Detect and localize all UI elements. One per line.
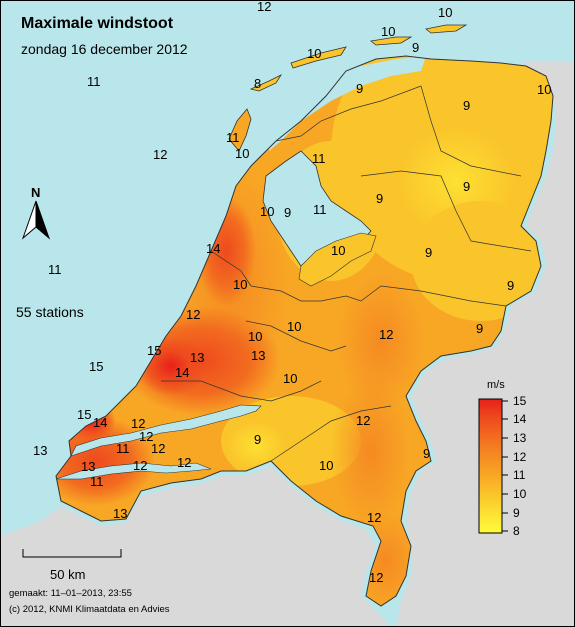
- made-label: gemaakt: 11–01–2013, 23:55: [9, 588, 132, 599]
- station-value: 11: [312, 151, 326, 166]
- western-scheldt: [55, 462, 212, 480]
- legend-color-bar: [478, 398, 503, 534]
- station-value: 12: [186, 307, 200, 322]
- stations-count: 55 stations: [16, 304, 84, 320]
- station-value: 9: [412, 40, 419, 55]
- station-value: 9: [356, 81, 363, 96]
- station-value: 10: [537, 82, 551, 97]
- legend-label: 11: [513, 468, 526, 482]
- flevoland: [298, 232, 377, 287]
- station-value: 10: [235, 146, 249, 161]
- station-value: 10: [438, 5, 452, 20]
- wadden-island-schiermonnikoog: [425, 24, 468, 34]
- station-value: 11: [116, 441, 130, 456]
- station-value: 15: [147, 343, 161, 358]
- germany-land: [396, 61, 574, 626]
- station-value: 9: [476, 321, 483, 336]
- station-value: 11: [90, 474, 104, 489]
- station-value: 11: [313, 202, 327, 217]
- station-value: 10: [248, 329, 262, 344]
- station-value: 11: [87, 74, 101, 89]
- station-value: 12: [356, 413, 370, 428]
- wadden-sea: [266, 56, 426, 151]
- station-value: 12: [369, 570, 383, 585]
- station-value: 11: [48, 262, 62, 277]
- station-value: 12: [153, 147, 167, 162]
- legend-unit: m/s: [487, 379, 505, 391]
- station-value: 9: [376, 191, 383, 206]
- station-value: 12: [131, 416, 145, 431]
- station-value: 9: [284, 205, 291, 220]
- station-value: 9: [423, 446, 430, 461]
- station-value: 14: [175, 365, 189, 380]
- scale-label: 50 km: [50, 567, 86, 582]
- station-values: 12 10 10 9 11 8 10 9 10 11 9 11 10 12 9 …: [33, 1, 551, 585]
- station-value: 9: [254, 432, 261, 447]
- station-value: 13: [113, 506, 127, 521]
- station-value: 10: [381, 24, 395, 39]
- legend-label: 10: [513, 487, 527, 501]
- legend-ticks: [502, 400, 508, 532]
- station-value: 11: [226, 130, 240, 145]
- station-value: 12: [139, 429, 153, 444]
- wadden-island-ameland: [370, 36, 413, 46]
- netherlands-outline: [55, 55, 554, 607]
- station-value: 13: [190, 350, 204, 365]
- province-borders: [161, 85, 532, 462]
- station-value: 14: [206, 241, 220, 256]
- legend-label: 12: [513, 450, 527, 464]
- station-value: 14: [93, 415, 107, 430]
- wadden-island-texel: [228, 108, 252, 152]
- legend-label: 14: [513, 412, 527, 426]
- station-value: 9: [425, 245, 432, 260]
- north-arrow: [21, 200, 51, 240]
- station-value: 10: [307, 46, 321, 61]
- station-value: 9: [463, 179, 470, 194]
- station-value: 12: [133, 458, 147, 473]
- station-value: 13: [251, 348, 265, 363]
- copyright-label: (c) 2012, KNMI Klimaatdata en Advies: [9, 604, 170, 615]
- legend-label: 13: [513, 431, 527, 445]
- station-value: 10: [283, 371, 297, 386]
- legend-label: 9: [513, 506, 520, 520]
- station-value: 8: [254, 76, 261, 91]
- station-value: 10: [260, 204, 274, 219]
- station-value: 13: [81, 459, 95, 474]
- station-value: 12: [177, 455, 191, 470]
- belgium-land: [1, 466, 391, 626]
- station-value: 13: [33, 443, 47, 458]
- wadden-island-vlieland: [249, 74, 283, 92]
- station-value: 10: [331, 243, 345, 258]
- map-subtitle: zondag 16 december 2012: [21, 41, 188, 57]
- map-title: Maximale windstoot: [21, 15, 174, 32]
- station-value: 15: [77, 407, 91, 422]
- scale-bar: [22, 549, 122, 558]
- station-value: 10: [287, 319, 301, 334]
- station-value: 12: [257, 1, 271, 14]
- north-label: N: [31, 185, 40, 200]
- station-value: 12: [151, 441, 165, 456]
- station-value: 10: [233, 277, 247, 292]
- legend-label: 15: [513, 394, 527, 408]
- station-value: 9: [507, 278, 514, 293]
- legend-label: 8: [513, 524, 520, 538]
- station-value: 9: [463, 98, 470, 113]
- station-value: 10: [319, 458, 333, 473]
- wadden-island-terschelling: [290, 46, 347, 69]
- station-value: 15: [89, 359, 103, 374]
- scheldt-estuary: [70, 404, 262, 457]
- station-value: 12: [379, 327, 393, 342]
- station-value: 12: [367, 510, 381, 525]
